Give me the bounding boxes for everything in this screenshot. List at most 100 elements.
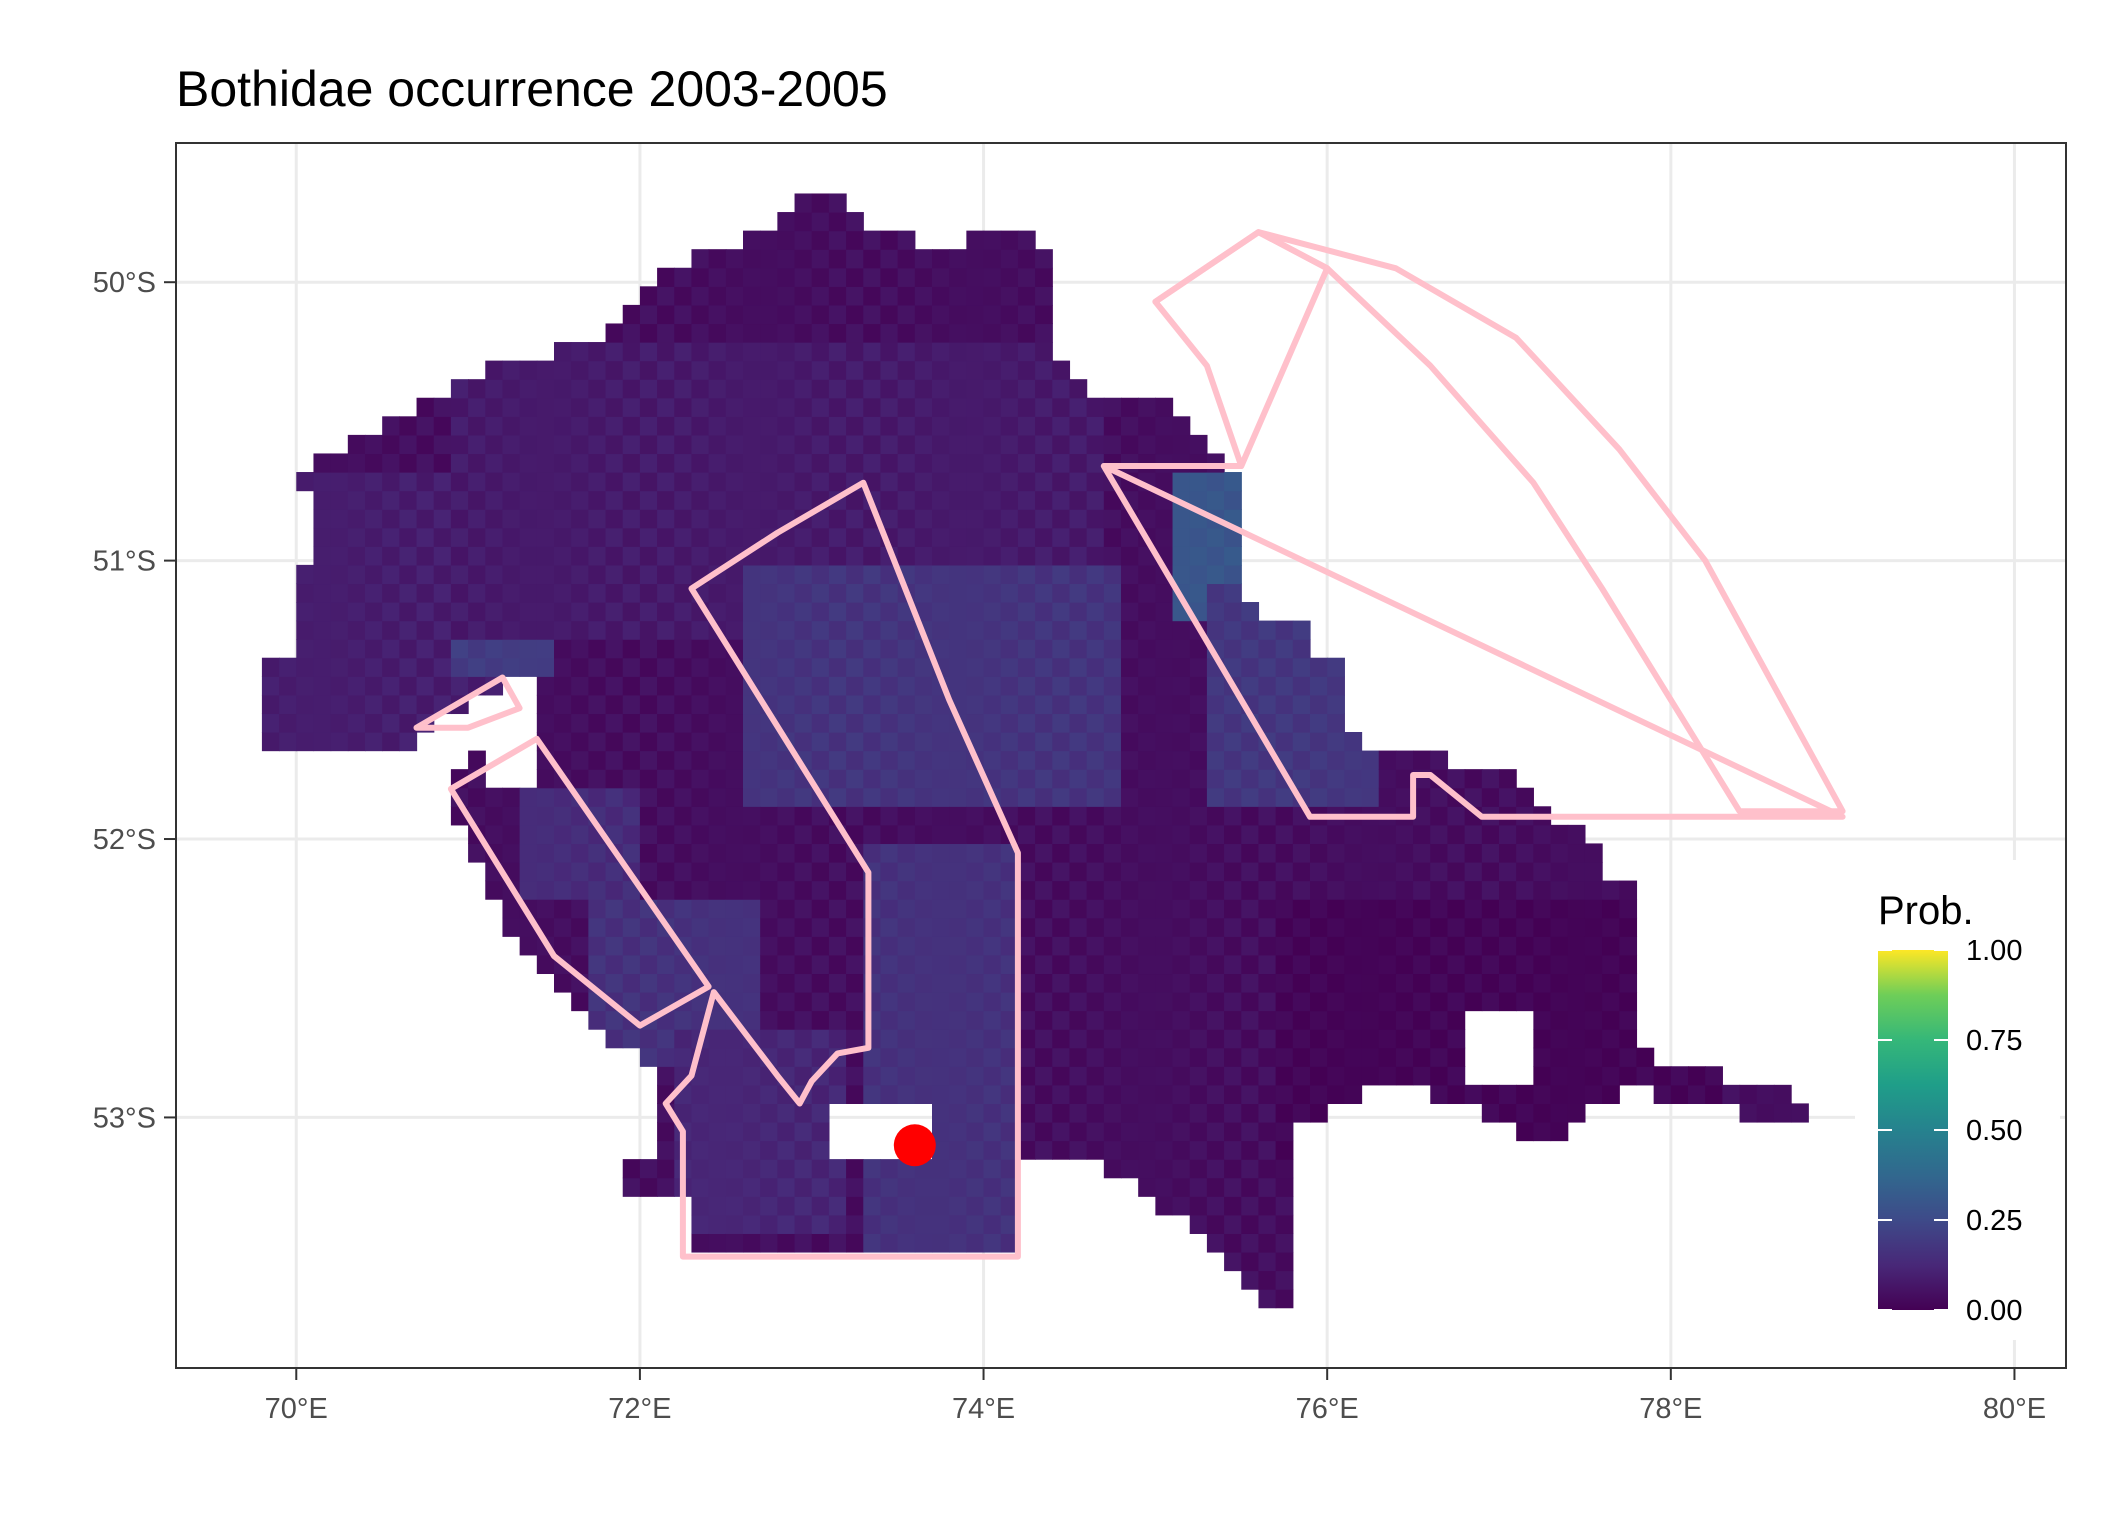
raster-cell xyxy=(828,620,847,640)
raster-cell xyxy=(1481,917,1500,937)
raster-cell xyxy=(330,620,349,640)
raster-cell xyxy=(743,824,761,845)
raster-cell xyxy=(691,806,710,826)
raster-cell xyxy=(416,416,435,436)
raster-cell xyxy=(897,824,916,845)
raster-cell xyxy=(1327,991,1345,1012)
raster-cell xyxy=(536,824,555,845)
raster-cell xyxy=(571,713,589,733)
raster-cell xyxy=(605,397,624,417)
raster-cell xyxy=(966,397,985,417)
raster-cell xyxy=(1172,1047,1191,1067)
raster-cell xyxy=(605,713,624,733)
raster-cell xyxy=(1447,806,1466,826)
raster-cell xyxy=(949,824,967,845)
raster-cell xyxy=(708,899,727,919)
raster-cell xyxy=(743,991,761,1012)
raster-cell xyxy=(880,750,899,770)
raster-cell xyxy=(1258,1251,1277,1272)
raster-cell xyxy=(639,286,658,306)
raster-cell xyxy=(1017,1121,1036,1142)
raster-cell xyxy=(794,1233,813,1253)
raster-cell xyxy=(1619,973,1638,993)
raster-cell xyxy=(1189,954,1208,975)
raster-cell xyxy=(605,787,624,807)
raster-cell xyxy=(571,620,589,640)
raster-cell xyxy=(1086,936,1105,956)
raster-cell xyxy=(502,843,521,863)
raster-cell xyxy=(536,806,555,826)
raster-cell xyxy=(1172,657,1191,677)
raster-cell xyxy=(657,583,675,603)
raster-cell xyxy=(639,1029,658,1049)
raster-cell xyxy=(1206,602,1225,622)
raster-cell xyxy=(983,546,1002,566)
raster-cell xyxy=(1172,806,1191,826)
raster-cell xyxy=(1241,1084,1260,1104)
raster-cell xyxy=(1017,861,1036,882)
raster-cell xyxy=(1052,1010,1071,1030)
raster-cell xyxy=(1206,564,1225,585)
raster-cell xyxy=(863,843,882,863)
raster-cell xyxy=(1052,954,1071,975)
raster-cell xyxy=(828,323,847,343)
raster-cell xyxy=(1258,1010,1277,1030)
raster-cell xyxy=(1378,954,1397,975)
raster-cell xyxy=(674,787,693,807)
raster-cell xyxy=(794,583,813,603)
raster-cell xyxy=(1069,917,1088,937)
raster-cell xyxy=(966,1010,985,1030)
raster-cell xyxy=(433,620,452,640)
raster-cell xyxy=(347,564,366,585)
raster-cell xyxy=(1310,694,1328,715)
raster-cell xyxy=(1584,899,1603,919)
raster-cell xyxy=(1241,639,1260,659)
raster-cell xyxy=(1602,880,1620,900)
raster-cell xyxy=(1361,787,1380,807)
raster-cell xyxy=(1224,880,1242,900)
raster-cell xyxy=(296,694,315,715)
raster-cell xyxy=(863,824,882,845)
raster-cell xyxy=(760,620,778,640)
raster-cell xyxy=(1464,899,1483,919)
raster-cell xyxy=(1327,936,1345,956)
raster-cell xyxy=(313,564,332,585)
raster-cell xyxy=(1344,861,1363,882)
raster-cell xyxy=(657,861,675,882)
raster-cell xyxy=(554,657,572,677)
raster-cell xyxy=(966,676,985,696)
raster-cell xyxy=(313,676,332,696)
raster-cell xyxy=(1000,899,1019,919)
raster-cell xyxy=(1292,694,1311,715)
raster-cell xyxy=(949,323,967,343)
raster-cell xyxy=(1602,1066,1620,1086)
raster-cell xyxy=(1567,861,1586,882)
raster-cell xyxy=(949,1010,967,1030)
raster-cell xyxy=(1275,806,1294,826)
raster-cell xyxy=(1241,732,1260,752)
raster-cell xyxy=(1138,620,1156,640)
raster-cell xyxy=(1395,954,1414,975)
raster-cell xyxy=(691,397,710,417)
raster-cell xyxy=(1258,620,1277,640)
raster-cell xyxy=(450,379,469,399)
raster-cell xyxy=(1206,1010,1225,1030)
raster-cell xyxy=(1584,1010,1603,1030)
raster-cell xyxy=(554,787,572,807)
raster-cell xyxy=(1395,899,1414,919)
raster-cell xyxy=(1138,973,1156,993)
raster-cell xyxy=(897,304,916,325)
raster-cell xyxy=(1155,639,1174,659)
raster-cell xyxy=(365,472,383,492)
raster-cell xyxy=(932,843,950,863)
raster-cell xyxy=(863,583,882,603)
raster-cell xyxy=(1017,490,1036,510)
raster-cell xyxy=(1206,1103,1225,1123)
raster-cell xyxy=(966,286,985,306)
raster-cell xyxy=(1481,843,1500,863)
raster-cell xyxy=(1241,1251,1260,1272)
raster-cell xyxy=(691,824,710,845)
raster-cell xyxy=(1275,954,1294,975)
raster-cell xyxy=(382,732,400,752)
raster-cell xyxy=(743,267,761,287)
